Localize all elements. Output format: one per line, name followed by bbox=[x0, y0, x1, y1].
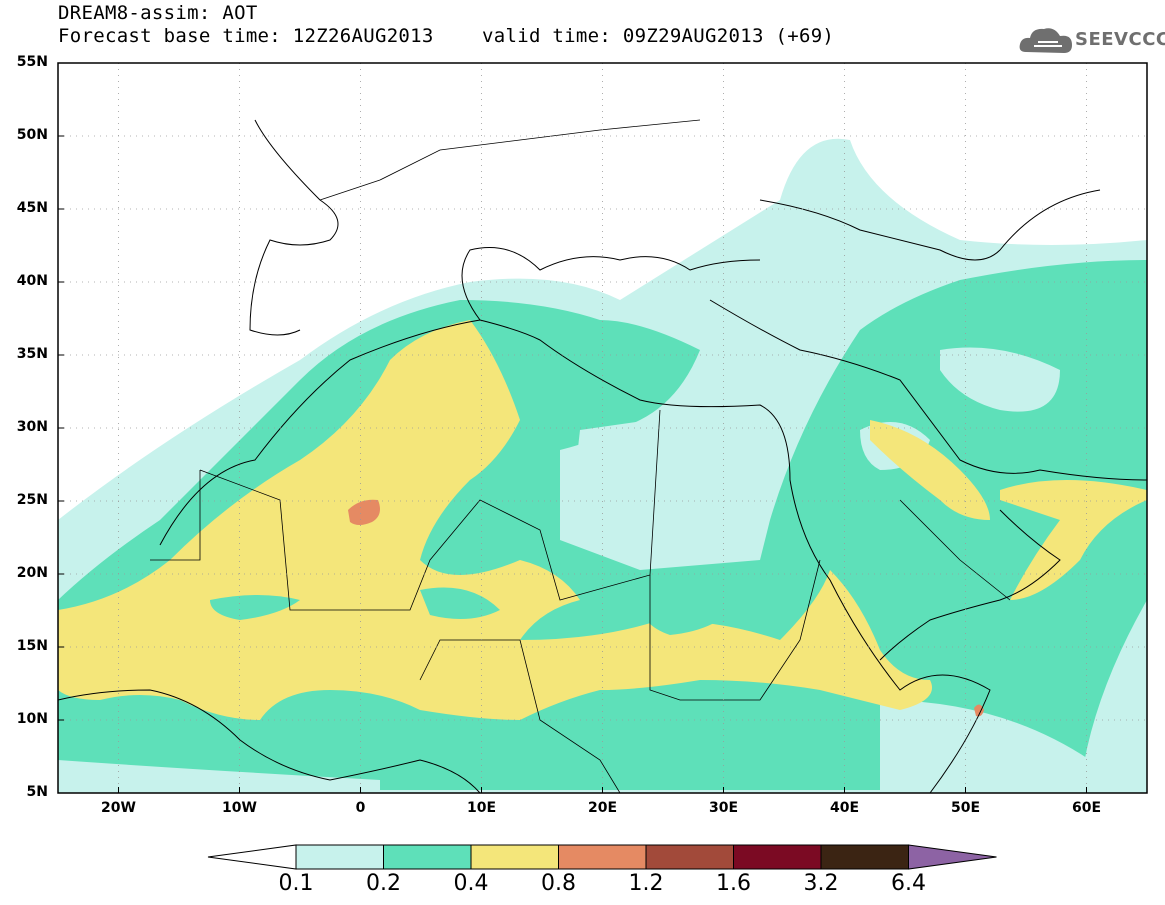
colorbar-segment bbox=[470, 844, 559, 870]
lon-label: 0 bbox=[355, 800, 366, 816]
colorbar-segment bbox=[295, 844, 384, 870]
lat-label: 5N bbox=[26, 784, 48, 800]
colorbar-label: 6.4 bbox=[891, 871, 926, 896]
lat-label: 20N bbox=[16, 565, 48, 581]
lat-label: 15N bbox=[16, 638, 48, 654]
lon-label: 20E bbox=[587, 800, 618, 816]
lat-label: 35N bbox=[16, 346, 48, 362]
colorbar-segment bbox=[733, 844, 822, 870]
lon-label: 60E bbox=[1071, 800, 1102, 816]
lon-label: 50E bbox=[950, 800, 981, 816]
lat-label: 25N bbox=[16, 492, 48, 508]
colorbar-label: 0.4 bbox=[453, 871, 489, 896]
colorbar bbox=[207, 844, 997, 870]
colorbar-segment bbox=[645, 844, 734, 870]
colorbar-label: 1.2 bbox=[628, 871, 664, 896]
lon-label: 10E bbox=[466, 800, 497, 816]
aot-band-0.4 bbox=[58, 320, 1147, 720]
lat-label: 45N bbox=[16, 200, 48, 216]
valid-time: valid time: 09Z29AUG2013 (+69) bbox=[482, 25, 835, 47]
colorbar-label: 3.2 bbox=[803, 871, 839, 896]
coastlines bbox=[58, 119, 1147, 793]
lon-label: 20W bbox=[101, 800, 136, 816]
lat-label: 50N bbox=[16, 127, 48, 143]
cloud-icon bbox=[1019, 28, 1072, 53]
colorbar-label: 0.1 bbox=[278, 871, 314, 896]
lat-label: 55N bbox=[16, 54, 48, 70]
product-title: DREAM8-assim: AOT bbox=[58, 2, 258, 24]
lat-label: 10N bbox=[16, 711, 48, 727]
colorbar-label: 0.8 bbox=[541, 871, 576, 896]
lon-label: 30E bbox=[708, 800, 739, 816]
lon-label: 10W bbox=[222, 800, 257, 816]
colorbar-over-arrow bbox=[908, 844, 997, 870]
colorbar-segment bbox=[820, 844, 909, 870]
forecast-base-time: Forecast base time: 12Z26AUG2013 bbox=[58, 25, 434, 47]
colorbar-label: 1.6 bbox=[716, 871, 751, 896]
colorbar-segment bbox=[383, 844, 472, 870]
logo-text: SEEVCCC bbox=[1075, 29, 1165, 50]
lon-label: 40E bbox=[829, 800, 860, 816]
colorbar-under-arrow bbox=[207, 844, 297, 870]
colorbar-label: 0.2 bbox=[366, 871, 401, 896]
lat-label: 40N bbox=[16, 273, 48, 289]
aot-band-0.8 bbox=[348, 499, 984, 717]
colorbar-segment bbox=[558, 844, 647, 870]
lat-label: 30N bbox=[16, 419, 48, 435]
